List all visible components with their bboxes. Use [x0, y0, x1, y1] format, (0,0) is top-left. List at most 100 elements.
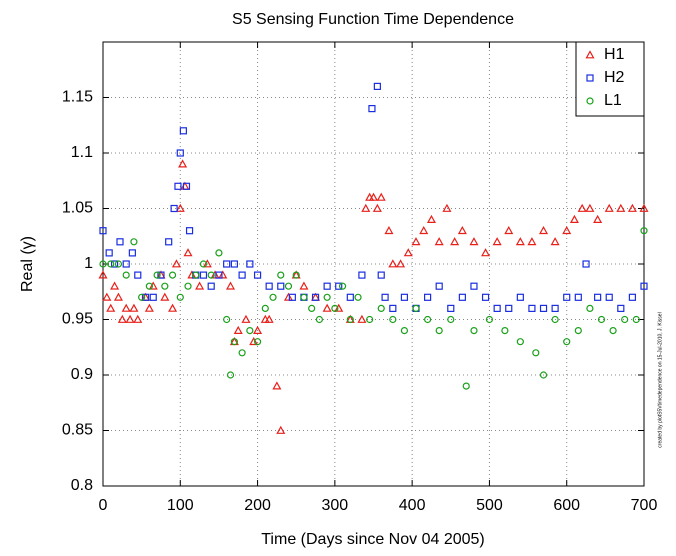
point	[122, 260, 130, 268]
point	[617, 304, 625, 312]
point	[116, 238, 124, 246]
point	[424, 315, 432, 324]
point	[171, 259, 181, 268]
point	[470, 327, 478, 335]
point	[253, 271, 262, 279]
point	[105, 249, 113, 257]
point	[435, 282, 443, 290]
point	[426, 214, 436, 223]
point	[501, 327, 509, 335]
point	[238, 349, 246, 357]
point	[366, 315, 374, 324]
point	[597, 315, 606, 324]
y-tick-label: 0.95	[62, 311, 93, 328]
point	[621, 315, 629, 324]
point	[311, 293, 320, 301]
legend-label: H2	[604, 69, 625, 86]
point	[639, 203, 649, 212]
point	[99, 260, 107, 268]
legend-label: H1	[604, 46, 625, 63]
point	[442, 203, 452, 212]
point	[187, 270, 197, 279]
point	[223, 260, 231, 268]
point	[153, 271, 161, 279]
point	[168, 271, 177, 279]
point	[400, 327, 409, 335]
point	[372, 203, 382, 212]
point	[261, 304, 269, 312]
point	[627, 203, 637, 212]
point	[157, 271, 165, 279]
point	[346, 293, 354, 301]
point	[202, 259, 212, 268]
legend-label: L1	[604, 92, 622, 109]
point	[323, 293, 331, 301]
point	[264, 314, 274, 323]
y-tick-label: 1.15	[62, 89, 93, 106]
point	[609, 327, 617, 335]
point	[226, 281, 236, 290]
x-tick-label: 100	[167, 497, 194, 514]
point	[539, 371, 548, 379]
point	[331, 304, 339, 312]
point	[176, 293, 184, 301]
point	[182, 182, 191, 190]
point	[192, 271, 200, 279]
point	[308, 304, 316, 312]
point	[550, 237, 560, 246]
y-tick-label: 1	[84, 255, 93, 272]
point	[207, 271, 215, 279]
point	[485, 315, 494, 324]
point	[447, 304, 455, 312]
point	[145, 282, 153, 290]
point	[230, 260, 238, 268]
point	[354, 293, 362, 301]
point	[551, 315, 559, 324]
point	[249, 336, 259, 346]
point	[168, 303, 178, 312]
point	[640, 282, 648, 290]
point	[493, 304, 501, 312]
point	[288, 293, 296, 301]
point	[241, 314, 251, 323]
point	[334, 303, 344, 312]
point	[632, 315, 640, 324]
point	[226, 371, 235, 379]
point	[346, 315, 354, 324]
point	[368, 192, 379, 201]
point	[504, 225, 514, 235]
legend-marker	[586, 97, 594, 105]
point	[102, 292, 112, 301]
y-tick-label: 0.9	[71, 366, 93, 383]
point	[149, 293, 157, 301]
point	[138, 293, 146, 301]
point	[450, 237, 460, 246]
y-tick-label: 0.85	[62, 422, 93, 439]
y-tick-label: 1.1	[71, 144, 93, 161]
point	[183, 248, 193, 257]
point	[400, 293, 409, 301]
point	[134, 271, 142, 279]
point	[133, 314, 143, 323]
point	[457, 225, 467, 235]
point	[435, 327, 443, 335]
point	[563, 338, 571, 346]
point	[434, 237, 444, 246]
point	[462, 382, 470, 390]
x-axis-label: Time (Days since Nov 04 2005)	[261, 531, 485, 548]
point	[185, 227, 194, 235]
point	[532, 349, 540, 357]
point	[424, 293, 432, 301]
point	[113, 292, 123, 301]
point	[403, 248, 413, 257]
y-tick-label: 1.05	[62, 200, 93, 217]
point	[253, 325, 263, 334]
point	[388, 259, 398, 268]
point	[215, 271, 223, 279]
point	[117, 314, 127, 323]
point	[141, 293, 150, 301]
point	[376, 192, 386, 201]
point	[377, 271, 385, 279]
point	[265, 282, 273, 290]
point	[458, 293, 466, 301]
